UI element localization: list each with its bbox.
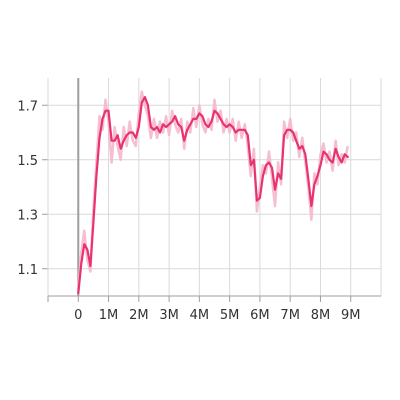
x-tick-label: 1M bbox=[99, 308, 119, 323]
y-tick-label: 1.3 bbox=[17, 208, 38, 223]
y-tick-label: 1.5 bbox=[17, 154, 38, 169]
x-tick-label: 0 bbox=[74, 308, 82, 323]
y-tick-label: 1.7 bbox=[17, 99, 38, 114]
smoothed-series-line bbox=[77, 96, 349, 295]
raw-series-layer bbox=[77, 90, 349, 288]
x-tick-label: 2M bbox=[129, 308, 149, 323]
x-tick-label: 7M bbox=[280, 308, 300, 323]
x-tick-label: 3M bbox=[159, 308, 179, 323]
tick-labels: 1.1 1.3 1.5 1.7 0 1M 2M 3M 4M 5M 6M 7M 8M 9M bbox=[17, 99, 360, 323]
x-tick-label: 8M bbox=[311, 308, 331, 323]
x-tick-label: 6M bbox=[250, 308, 270, 323]
x-tick-label: 9M bbox=[341, 308, 361, 323]
x-tick-label: 4M bbox=[190, 308, 210, 323]
y-tick-label: 1.1 bbox=[17, 263, 38, 278]
gridlines bbox=[42, 78, 382, 302]
x-tick-label: 5M bbox=[220, 308, 240, 323]
raw-series-line bbox=[77, 90, 349, 288]
smoothed-series-layer bbox=[77, 96, 349, 295]
